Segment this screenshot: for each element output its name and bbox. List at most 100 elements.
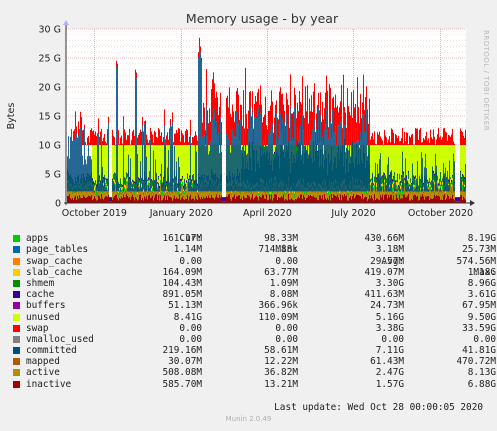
- area-fill: [148, 177, 149, 179]
- area-fill: [418, 193, 419, 201]
- swap-fill: [272, 101, 273, 123]
- area-fill: [226, 196, 227, 203]
- area-fill: [285, 198, 286, 203]
- area-fill: [113, 187, 114, 198]
- legend-cur-value: 891.05M: [162, 289, 202, 301]
- area-fill: [217, 193, 218, 198]
- area-fill: [283, 145, 284, 153]
- committed-line: [226, 133, 227, 192]
- area-fill: [102, 145, 103, 181]
- area-fill: [183, 189, 184, 192]
- x-tick-label: July 2020: [330, 208, 375, 219]
- area-fill: [394, 190, 395, 200]
- area-fill: [429, 192, 430, 200]
- area-fill: [398, 192, 399, 197]
- area-fill: [427, 195, 428, 203]
- area-fill: [161, 192, 162, 196]
- committed-line: [103, 186, 104, 192]
- area-fill: [252, 190, 253, 194]
- swap-fill: [240, 104, 241, 121]
- area-fill: [423, 196, 424, 203]
- area-fill: [325, 198, 326, 203]
- area-fill: [178, 195, 179, 199]
- area-fill: [285, 194, 286, 196]
- swap-fill: [405, 141, 406, 145]
- area-fill: [75, 195, 76, 203]
- committed-line: [159, 191, 160, 192]
- area-fill: [197, 192, 198, 197]
- area-fill: [461, 177, 462, 185]
- area-fill: [201, 189, 202, 197]
- area-fill: [147, 189, 148, 190]
- area-fill: [92, 199, 93, 203]
- area-fill: [133, 180, 134, 183]
- area-fill: [304, 192, 305, 195]
- committed-line: [100, 180, 101, 192]
- swap-fill: [449, 135, 450, 145]
- swap-fill: [147, 139, 148, 145]
- area-fill: [83, 195, 84, 203]
- swap-fill: [210, 121, 211, 142]
- area-fill: [139, 182, 140, 187]
- area-fill: [115, 189, 116, 196]
- swap-fill: [417, 128, 418, 145]
- area-fill: [282, 197, 283, 203]
- area-fill: [133, 145, 134, 181]
- swap-fill: [197, 140, 198, 145]
- area-fill: [129, 176, 130, 180]
- area-fill: [388, 194, 389, 203]
- swap-fill: [407, 132, 408, 145]
- area-fill: [371, 180, 372, 184]
- area-fill: [189, 196, 190, 203]
- area-fill: [345, 192, 346, 197]
- area-fill: [184, 192, 185, 195]
- committed-line: [430, 195, 431, 196]
- area-fill: [119, 184, 120, 189]
- area-fill: [175, 192, 176, 194]
- committed-line: [410, 184, 411, 192]
- committed-line: [337, 123, 338, 192]
- area-fill: [96, 196, 97, 201]
- area-fill: [177, 145, 178, 184]
- area-fill: [319, 194, 320, 203]
- committed-line: [381, 186, 382, 192]
- swap-fill: [203, 102, 204, 118]
- area-fill: [404, 178, 405, 181]
- area-fill: [372, 192, 373, 199]
- area-fill: [115, 182, 116, 185]
- area-fill: [158, 175, 159, 178]
- area-fill: [272, 193, 273, 201]
- committed-line: [132, 184, 133, 192]
- area-fill: [106, 180, 107, 184]
- legend-min-value: 0.00: [275, 333, 298, 345]
- committed-line: [205, 145, 206, 192]
- swap-fill: [309, 98, 310, 127]
- area-fill: [426, 196, 427, 203]
- area-fill: [268, 193, 269, 195]
- legend-max-value: 0.00: [473, 333, 496, 345]
- area-fill: [322, 188, 323, 195]
- swap-fill: [364, 110, 365, 132]
- area-fill: [335, 195, 336, 203]
- committed-line: [292, 138, 293, 192]
- area-fill: [187, 195, 188, 203]
- area-fill: [383, 190, 384, 193]
- area-fill: [124, 187, 125, 192]
- area-fill: [165, 195, 166, 200]
- swap-fill: [238, 94, 239, 125]
- committed-line: [241, 150, 242, 192]
- committed-line: [171, 131, 172, 192]
- area-fill: [140, 145, 141, 176]
- legend-cur-value: 8.41G: [173, 311, 202, 323]
- area-fill: [107, 179, 108, 187]
- area-fill: [195, 192, 196, 196]
- committed-line: [189, 181, 190, 192]
- swap-fill: [195, 131, 196, 145]
- area-fill: [370, 186, 371, 188]
- committed-line: [339, 125, 340, 192]
- area-fill: [80, 189, 81, 198]
- area-fill: [120, 198, 121, 203]
- committed-line: [221, 151, 222, 192]
- area-fill: [374, 177, 375, 182]
- area-fill: [430, 182, 431, 184]
